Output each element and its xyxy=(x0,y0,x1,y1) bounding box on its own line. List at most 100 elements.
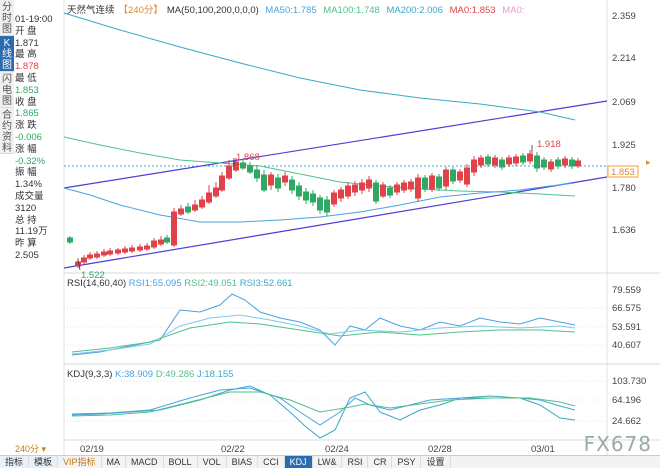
candle-body xyxy=(324,199,330,213)
tab-time-chart[interactable]: 分时图 xyxy=(0,0,14,36)
toolbar-item-vip[interactable]: VIP指标 xyxy=(58,456,102,468)
change-pct-value: -0.32% xyxy=(15,155,46,167)
toolbar-item-psy[interactable]: PSY xyxy=(392,456,422,468)
main-legend: 天然气连续 【240分】 MA(50,100,200,0,0,0) MA50:1.7… xyxy=(67,2,528,16)
annotation-high-2: 1.918 xyxy=(537,139,561,150)
candle-body xyxy=(429,175,435,190)
price-tick-label: 2.359 xyxy=(612,11,636,22)
close-label: 收 盘 xyxy=(15,96,37,108)
price-axis: 2.359 2.214 2.069 1.925 1.780 1.636 xyxy=(612,11,636,236)
candle-body xyxy=(122,248,128,253)
toolbar-item-cci[interactable]: CCI xyxy=(258,456,285,468)
rsi-legend: RSI(14,60,40) RSI1:55.095 RSI2:49.051 RS… xyxy=(67,278,293,289)
rsi3-line xyxy=(71,314,576,355)
candle-body xyxy=(303,191,309,201)
candle-body xyxy=(548,161,554,170)
candle-body xyxy=(164,237,170,243)
high-label: 最 高 xyxy=(15,49,37,61)
rsi-tick-label: 40.607 xyxy=(612,340,641,351)
time-tick-label: 02/24 xyxy=(325,444,349,455)
candle-body xyxy=(575,160,581,167)
candle-body xyxy=(275,177,281,189)
price-tick-label: 1.925 xyxy=(612,140,636,151)
candle-body xyxy=(144,245,150,250)
kdj-d-value: D:49.286 xyxy=(155,369,195,380)
candle-body xyxy=(345,185,351,197)
tab-kline-chart[interactable]: K线图 xyxy=(0,36,14,72)
candle-body xyxy=(226,165,232,179)
toolbar-item-[interactable]: 设置 xyxy=(421,456,451,468)
candle-body xyxy=(137,246,143,251)
quote-info-panel: 01-19:00 开 盘 1.871 最 高 1.878 最 低 1.853 收… xyxy=(15,0,63,300)
tab-flash-chart[interactable]: 闪电图 xyxy=(0,72,14,108)
candle-body xyxy=(331,192,337,205)
amplitude-label: 振 幅 xyxy=(15,167,37,179)
time-tick-label: 02/19 xyxy=(80,444,104,455)
candle-body xyxy=(450,169,456,182)
candle-body xyxy=(158,239,164,245)
candle-body xyxy=(513,156,519,164)
toolbar-item-[interactable]: 模板 xyxy=(29,456,59,468)
candle-body xyxy=(310,193,316,203)
candle-body xyxy=(81,257,87,263)
candle-body xyxy=(499,159,505,168)
rsi-title[interactable]: RSI(14,60,40) xyxy=(67,278,127,289)
toolbar-item-cr[interactable]: CR xyxy=(368,456,393,468)
kdj-tick-label: 103.730 xyxy=(612,376,646,387)
tab-contract-info[interactable]: 合约资料 xyxy=(0,108,14,154)
candlestick-series xyxy=(67,150,581,268)
annotation-low-1: 1.522 xyxy=(81,270,105,281)
chart-mode-tabs: 分时图 K线图 闪电图 合约资料 xyxy=(0,0,14,154)
price-tick-label: 2.069 xyxy=(612,97,636,108)
open-interest-label: 总 持 xyxy=(15,214,37,226)
rsi1-value: RSI1:55.095 xyxy=(128,278,182,289)
open-interest-value: 11.19万 xyxy=(15,226,48,238)
kdj-tick-label: 64.196 xyxy=(612,395,641,406)
kdj-tick-label: 24.662 xyxy=(612,416,641,427)
candle-body xyxy=(240,162,246,169)
candle-body xyxy=(569,159,575,167)
change-label: 涨 跌 xyxy=(15,120,37,132)
volume-label: 成交量 xyxy=(15,190,44,202)
price-tick-label: 1.636 xyxy=(612,225,636,236)
toolbar-item-rsi[interactable]: RSI xyxy=(342,456,369,468)
toolbar-item-lw[interactable]: LW& xyxy=(313,456,343,468)
candle-body xyxy=(115,249,121,254)
fx678-watermark: FX678 xyxy=(583,432,652,456)
candle-body xyxy=(94,253,100,258)
candle-body xyxy=(415,177,421,199)
bar-time: 01-19:00 xyxy=(15,14,53,25)
candle-body xyxy=(478,157,484,166)
candle-body xyxy=(401,182,407,191)
toolbar-item-ma[interactable]: MA xyxy=(102,456,127,468)
toolbar-item-[interactable]: 指标 xyxy=(0,456,30,468)
toolbar-item-vol[interactable]: VOL xyxy=(198,456,227,468)
candle-body xyxy=(282,175,288,183)
candle-body xyxy=(394,184,400,193)
last-price-arrow-icon: ▸ xyxy=(646,158,651,168)
toolbar-item-bias[interactable]: BIAS xyxy=(227,456,259,468)
candle-body xyxy=(151,240,157,248)
kdj-title[interactable]: KDJ(9,3,3) xyxy=(67,369,113,380)
time-axis: 02/19 02/22 02/24 02/28 03/01 xyxy=(80,444,555,455)
candle-body xyxy=(408,181,414,190)
kline-chart-canvas[interactable]: 2.359 2.214 2.069 1.925 1.780 1.636 1.853 ▸ 1… xyxy=(0,0,660,455)
last-price-tag xyxy=(607,165,639,178)
candle-body xyxy=(219,175,225,191)
time-tick-label: 02/22 xyxy=(221,444,245,455)
candle-body xyxy=(254,169,260,179)
candle-body xyxy=(436,176,442,189)
candle-body xyxy=(555,159,561,167)
toolbar-item-boll[interactable]: BOLL xyxy=(164,456,198,468)
period-selector[interactable]: 240分 ▾ xyxy=(15,444,47,454)
ma-params[interactable]: MA(50,100,200,0,0,0) xyxy=(166,5,259,16)
time-tick-label: 03/01 xyxy=(531,444,555,455)
low-value: 1.853 xyxy=(15,84,39,96)
toolbar-item-macd[interactable]: MACD xyxy=(126,456,164,468)
candle-body xyxy=(178,208,184,215)
candle-body xyxy=(107,250,113,255)
legend-period: 【240分】 xyxy=(118,5,163,16)
open-value: 1.871 xyxy=(15,37,39,49)
high-value: 1.878 xyxy=(15,61,39,73)
toolbar-item-kdj[interactable]: KDJ xyxy=(284,456,313,468)
